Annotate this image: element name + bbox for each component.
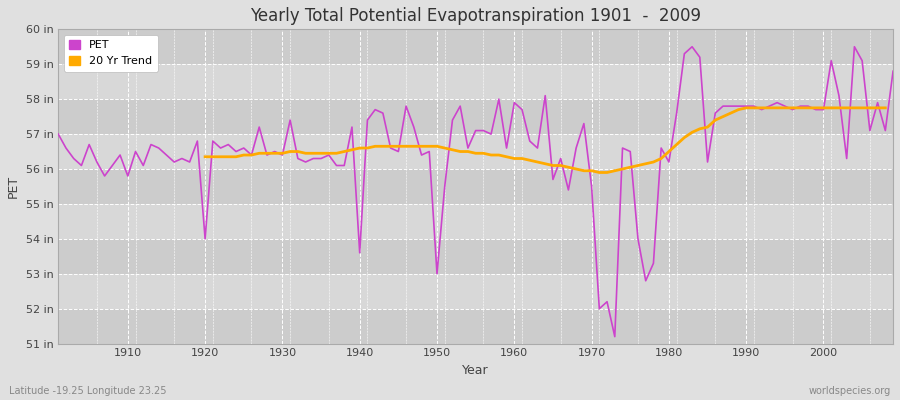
Bar	[58, 239, 893, 274]
Bar	[58, 274, 893, 309]
Text: Latitude -19.25 Longitude 23.25: Latitude -19.25 Longitude 23.25	[9, 386, 166, 396]
Legend: PET, 20 Yr Trend: PET, 20 Yr Trend	[64, 35, 158, 72]
X-axis label: Year: Year	[463, 364, 489, 377]
Title: Yearly Total Potential Evapotranspiration 1901  -  2009: Yearly Total Potential Evapotranspiratio…	[250, 7, 701, 25]
Y-axis label: PET: PET	[7, 175, 20, 198]
Bar	[58, 29, 893, 64]
Bar	[58, 64, 893, 99]
Text: worldspecies.org: worldspecies.org	[809, 386, 891, 396]
Bar	[58, 99, 893, 134]
Bar	[58, 134, 893, 169]
Bar	[58, 309, 893, 344]
Bar	[58, 204, 893, 239]
Bar	[58, 169, 893, 204]
